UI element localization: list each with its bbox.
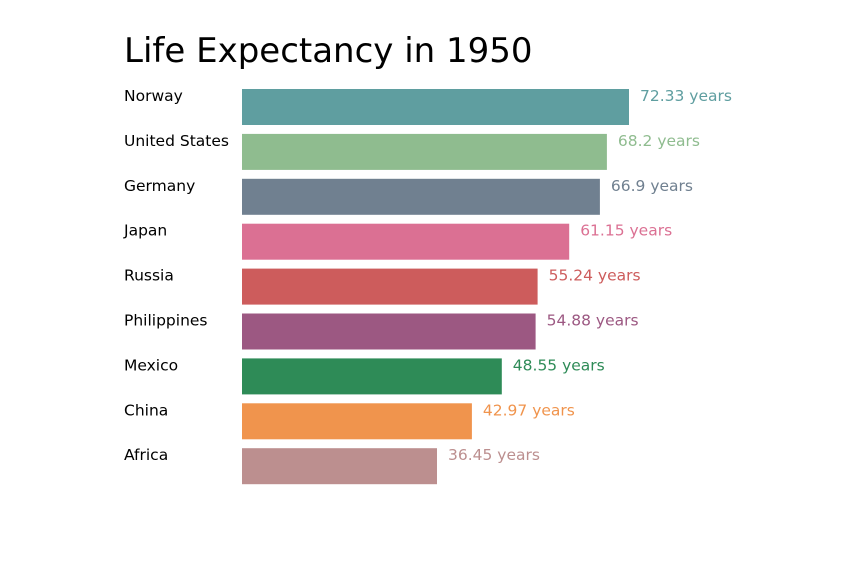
- value-label-russia: 55.24 years: [549, 267, 641, 285]
- bar-germany: [242, 178, 600, 215]
- value-label-united-states: 68.2 years: [618, 132, 700, 150]
- category-label-united-states: United States: [124, 132, 229, 150]
- bar-united-states: [242, 133, 607, 170]
- category-label-africa: Africa: [124, 446, 168, 464]
- category-label-germany: Germany: [124, 177, 195, 195]
- value-label-philippines: 54.88 years: [547, 312, 639, 330]
- bar-norway: [242, 89, 629, 125]
- value-label-japan: 61.15 years: [580, 222, 672, 240]
- value-label-mexico: 48.55 years: [513, 356, 605, 374]
- category-label-china: China: [124, 401, 168, 419]
- category-label-philippines: Philippines: [124, 312, 208, 330]
- chart-title: Life Expectancy in 1950: [124, 31, 533, 71]
- category-label-japan: Japan: [123, 222, 167, 240]
- value-label-china: 42.97 years: [483, 401, 575, 419]
- bar-china: [242, 403, 472, 440]
- value-label-norway: 72.33 years: [640, 87, 732, 105]
- bars-layer: Norway 72.33 years United States 68.2 years…: [123, 87, 732, 485]
- category-label-russia: Russia: [124, 267, 174, 285]
- bar-africa: [242, 448, 437, 485]
- value-label-germany: 66.9 years: [611, 177, 693, 195]
- category-label-norway: Norway: [124, 87, 183, 105]
- bar-philippines: [242, 313, 536, 350]
- bar-mexico: [242, 358, 502, 395]
- category-label-mexico: Mexico: [124, 356, 178, 374]
- bar-russia: [242, 268, 538, 305]
- bar-japan: [242, 223, 570, 260]
- value-label-africa: 36.45 years: [448, 446, 540, 464]
